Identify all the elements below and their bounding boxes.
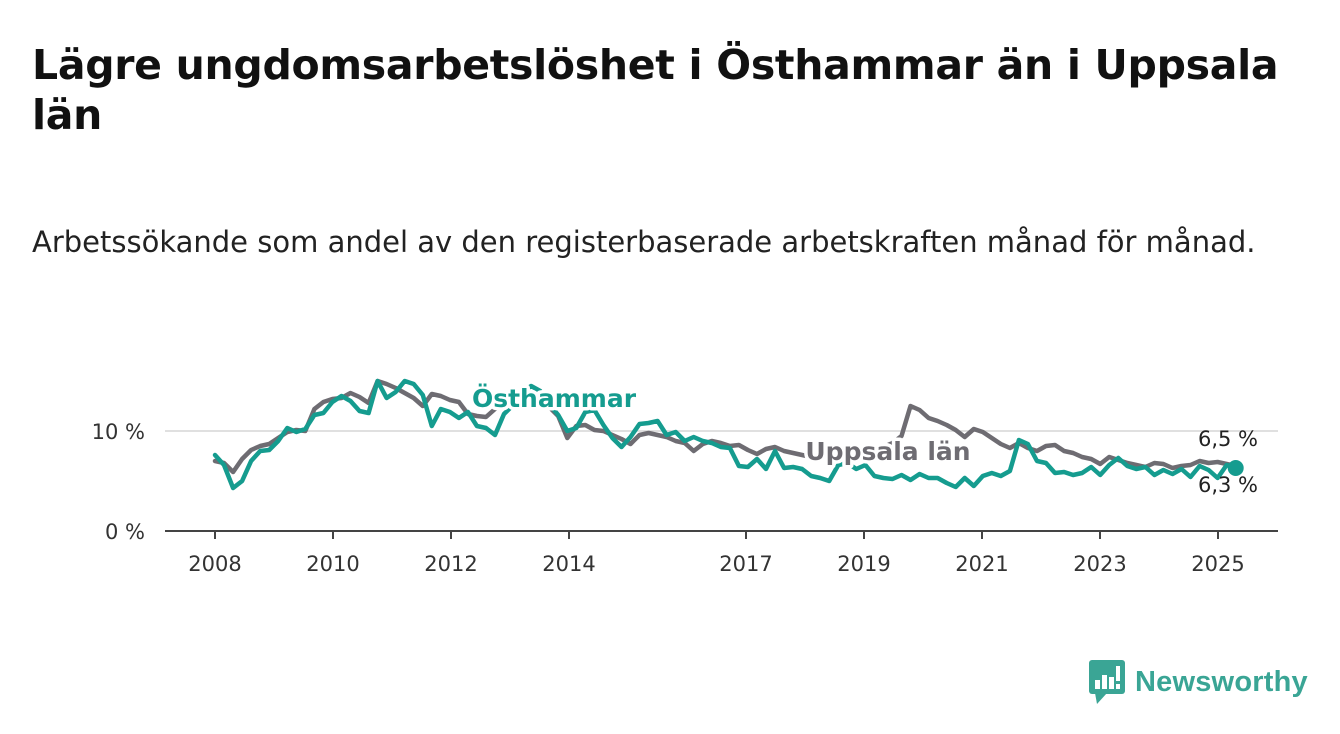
- series-label-osthammar: Östhammar: [472, 383, 637, 413]
- label-layer: 6,5 % 6,3 % Östhammar Uppsala län: [468, 380, 1258, 498]
- x-tick-label: 2012: [424, 552, 477, 576]
- end-label-osthammar: 6,3 %: [1198, 473, 1258, 497]
- series-line-östhammar: [212, 378, 1238, 491]
- newsworthy-logo: Newsworthy: [1089, 660, 1308, 704]
- x-axis: 0 % 10 % 2008 2010 2012 2014 2017 2019 2021 2023 2…: [92, 420, 1278, 576]
- x-tick-label: 2021: [955, 552, 1008, 576]
- chart-subtitle: Arbetssökande som andel av den registerb…: [32, 225, 1256, 259]
- x-tick-label: 2025: [1191, 552, 1244, 576]
- x-tick-label: 2017: [719, 552, 772, 576]
- brand-name: Newsworthy: [1135, 665, 1308, 698]
- x-tick-label: 2008: [188, 552, 241, 576]
- series-line-uppsala-län: [212, 378, 1238, 475]
- x-tick-label: 2010: [306, 552, 359, 576]
- y-tick-label: 10 %: [92, 420, 145, 444]
- x-tick-label: 2014: [542, 552, 595, 576]
- series-end-dot: [1227, 460, 1244, 476]
- y-tick-label: 0 %: [105, 520, 145, 544]
- series-layer: [212, 378, 1244, 491]
- x-tick-label: 2023: [1073, 552, 1126, 576]
- end-label-uppsala: 6,5 %: [1198, 427, 1258, 451]
- x-tick-label: 2019: [837, 552, 890, 576]
- chart-title: Lägre ungdomsarbetslöshet i Östhammar än…: [32, 41, 1279, 139]
- series-label-uppsala: Uppsala län: [805, 437, 970, 466]
- bar-chart-bubble-icon: [1089, 660, 1125, 704]
